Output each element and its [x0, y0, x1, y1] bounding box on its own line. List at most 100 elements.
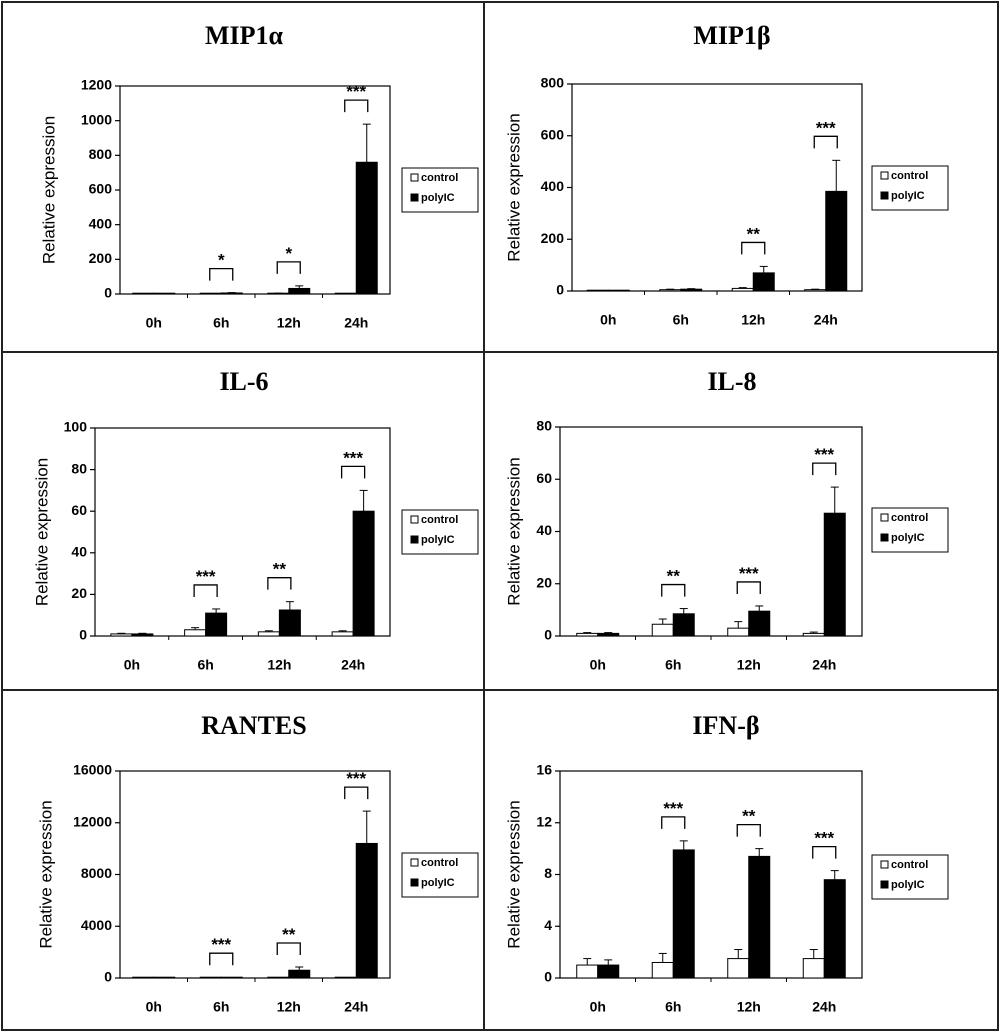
significance-bracket [276, 942, 301, 956]
y-tick-label: 60 [71, 502, 87, 518]
chart-panel: RANTES 0 4000 8000 12000 16000 Relative expres… [36, 711, 479, 1015]
y-tick-label: 20 [536, 574, 552, 590]
significance-bracket [193, 584, 218, 597]
bar-control [132, 976, 155, 979]
y-axis-label: Relative expression [39, 116, 58, 264]
significance-label: *** [211, 935, 231, 954]
legend: control polyIC [401, 852, 479, 898]
legend-label: control [421, 857, 458, 869]
significance-bracket [813, 135, 838, 149]
x-tick-label: 0h [600, 312, 616, 328]
significance-label: *** [739, 564, 759, 583]
y-tick-label: 4 [544, 917, 552, 933]
legend-swatch-polyIC [410, 193, 419, 202]
x-tick-label: 6h [665, 999, 681, 1015]
legend-label: control [421, 514, 458, 526]
y-tick-label: 60 [536, 470, 552, 486]
bar-control [267, 976, 290, 979]
y-tick-label: 8000 [81, 865, 112, 881]
legend-label: polyIC [891, 879, 925, 891]
x-tick-label: 6h [197, 657, 213, 673]
y-tick-label: 0 [79, 627, 87, 643]
plot-area [559, 770, 863, 979]
x-tick-label: 0h [146, 999, 162, 1015]
bar-control [199, 976, 222, 979]
y-tick-label: 1200 [81, 77, 112, 93]
significance-label: *** [663, 799, 683, 818]
chart-panel: IFN-β 0 4 8 12 16 Relative expression 0h 6h *** 12… [504, 711, 949, 1015]
bar-control [184, 629, 207, 637]
bar-polyIC [748, 610, 771, 637]
legend-label: polyIC [891, 532, 925, 544]
y-tick-label: 100 [64, 419, 88, 435]
chart-panel: MIP1β 0 200 400 600 800 Relative expression 0h 6… [504, 21, 949, 328]
significance-bracket [812, 845, 837, 859]
y-tick-label: 1000 [81, 111, 112, 127]
bar-control [727, 627, 750, 637]
bar-polyIC [205, 612, 228, 637]
bar-polyIC [680, 288, 703, 292]
x-tick-label: 12h [737, 657, 761, 673]
chart-title: IFN-β [692, 711, 759, 740]
y-axis-label: Relative expression [504, 457, 523, 605]
y-axis-label: Relative expression [504, 800, 523, 948]
y-tick-label: 800 [541, 75, 565, 91]
legend-swatch-polyIC [410, 878, 419, 887]
significance-label: * [285, 244, 292, 263]
y-tick-label: 12 [536, 813, 552, 829]
bar-polyIC [352, 510, 375, 637]
y-tick-label: 16000 [73, 762, 112, 778]
legend-swatch-control [880, 513, 889, 522]
legend-swatch-control [410, 515, 419, 524]
significance-bracket [661, 583, 686, 597]
bar-polyIC [153, 292, 176, 295]
legend-swatch-polyIC [880, 533, 889, 542]
significance-label: *** [196, 567, 216, 586]
significance-label: ** [273, 560, 287, 579]
bar-control [659, 289, 682, 292]
x-tick-label: 24h [812, 999, 836, 1015]
x-tick-label: 12h [741, 312, 765, 328]
x-tick-label: 6h [213, 315, 229, 331]
significance-bracket [340, 465, 366, 479]
significance-label: * [218, 251, 225, 270]
bar-polyIC [153, 976, 176, 979]
x-tick-label: 24h [812, 657, 836, 673]
y-tick-label: 0 [544, 969, 552, 985]
chart-title: MIP1α [205, 21, 284, 50]
bar-control [802, 632, 825, 637]
bar-polyIC [278, 609, 301, 637]
bar-control [331, 631, 354, 637]
x-tick-label: 6h [673, 312, 689, 328]
x-tick-label: 24h [341, 657, 365, 673]
legend-label: control [891, 859, 928, 871]
x-tick-label: 24h [814, 312, 838, 328]
bar-polyIC [288, 969, 311, 979]
significance-bracket [209, 267, 234, 281]
bar-control [727, 958, 750, 979]
y-tick-label: 200 [541, 230, 565, 246]
significance-label: ** [747, 224, 761, 243]
significance-label: *** [343, 448, 363, 467]
y-tick-label: 80 [536, 418, 552, 434]
legend-swatch-polyIC [880, 880, 889, 889]
x-tick-label: 6h [665, 657, 681, 673]
chart-title: MIP1β [693, 21, 770, 50]
significance-label: *** [346, 769, 366, 788]
y-tick-label: 400 [541, 178, 565, 194]
significance-bracket [741, 241, 766, 255]
x-tick-label: 0h [590, 999, 606, 1015]
legend-swatch-control [880, 860, 889, 869]
y-tick-label: 200 [89, 250, 113, 266]
y-tick-label: 4000 [81, 917, 112, 933]
x-tick-label: 12h [277, 315, 301, 331]
bar-control [110, 633, 133, 637]
y-tick-label: 20 [71, 585, 87, 601]
legend-swatch-control [410, 173, 419, 182]
bar-polyIC [748, 855, 771, 979]
significance-label: *** [346, 82, 366, 101]
y-tick-label: 80 [71, 460, 87, 476]
y-axis-label: Relative expression [504, 113, 523, 261]
y-tick-label: 600 [541, 126, 565, 142]
chart-title: IL-8 [707, 367, 756, 396]
